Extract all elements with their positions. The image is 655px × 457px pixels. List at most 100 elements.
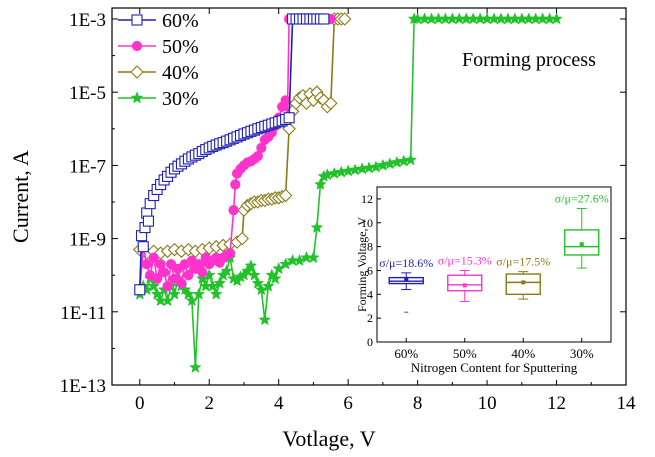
data-point (261, 279, 275, 292)
data-point (137, 241, 149, 253)
x-tick-label: 14 (617, 393, 637, 414)
box-60pct: σ/μ=18.6% (379, 256, 433, 313)
inset-plot: 0 2 4 6 8 10 12 60% 50% 40% 30%Nitrogen Content fo… (355, 184, 617, 380)
data-point (148, 252, 159, 263)
data-point (158, 267, 170, 278)
data-point (318, 13, 330, 25)
data-point (183, 270, 194, 281)
x-tick-label: 12 (547, 393, 566, 414)
data-point (176, 278, 187, 289)
inset-x-tick-label: 60% (394, 346, 418, 361)
legend-marker (130, 65, 144, 79)
box-cv-annotation: σ/μ=18.6% (379, 256, 433, 270)
data-point (220, 264, 233, 277)
inset-y-tick-label: 10 (361, 216, 373, 230)
series-60pct (134, 13, 330, 296)
legend: 60% 50% 40% 30% (118, 10, 199, 110)
box-mean (521, 280, 526, 285)
box-30pct: σ/μ=27.6% (555, 191, 609, 269)
y-tick-label: 1E-5 (69, 83, 106, 104)
data-point (213, 276, 227, 289)
data-point (337, 12, 352, 26)
x-tick-label: 4 (274, 393, 284, 414)
inset-y-tick-label: 2 (367, 311, 373, 325)
y-tick-label: 1E-3 (69, 10, 106, 31)
y-tick-label: 1E-7 (69, 156, 106, 177)
box-cv-annotation: σ/μ=15.3% (438, 253, 492, 267)
data-point (235, 231, 250, 246)
data-point (268, 272, 282, 285)
box-body (564, 229, 600, 256)
data-point (152, 273, 163, 284)
legend-label: 30% (162, 88, 199, 110)
main-plot: 0 2 4 6 8 10 12 14 1E-13 1E-11 1E-9 1E-7 1E-5 1E-3 Vot… (8, 7, 637, 451)
data-point (307, 251, 320, 264)
data-point (224, 248, 236, 259)
plot-frame (111, 7, 627, 386)
x-tick-label: 6 (343, 393, 353, 414)
forming-process-annotation: Forming process (462, 49, 596, 71)
data-point (162, 281, 173, 292)
x-tick-label: 10 (478, 393, 497, 414)
data-point (169, 273, 180, 284)
data-point (550, 12, 563, 25)
box-mean (462, 283, 467, 288)
legend-label: 40% (162, 62, 199, 84)
data-point (230, 179, 241, 190)
x-tick-label: 0 (135, 393, 145, 414)
data-point (258, 313, 272, 326)
data-point (147, 279, 161, 292)
inset-y-axis-label: Forming Voltage, V (355, 217, 369, 312)
box-cv-annotation: σ/μ=27.6% (555, 191, 609, 205)
data-point (404, 153, 418, 166)
box-body (447, 274, 483, 292)
legend-label: 60% (162, 10, 199, 32)
box-mean (404, 277, 409, 282)
inset-y-tick-label: 6 (367, 263, 373, 277)
data-point (142, 215, 155, 227)
x-tick-label: 2 (204, 393, 214, 414)
data-point (165, 259, 177, 270)
box-40pct: σ/μ=17.5% (496, 255, 550, 300)
data-point (141, 259, 152, 270)
data-point (197, 267, 208, 278)
data-point (188, 360, 202, 373)
inset-y-tick-label: 0 (367, 335, 373, 349)
inset-frame (376, 186, 612, 343)
data-point (192, 287, 206, 300)
y-tick-label: 1E-13 (60, 376, 106, 397)
data-point (310, 220, 324, 233)
legend-marker (131, 40, 143, 52)
x-axis-label: Votlage, V (282, 426, 375, 451)
inset-x-axis-label: Nitrogen Content for Sputtering (411, 360, 578, 375)
y-tick-label: 1E-11 (60, 303, 106, 324)
data-point (314, 177, 327, 190)
inset-x-tick-label: 30% (570, 346, 594, 361)
inset-x-tick-label: 40% (511, 346, 535, 361)
data-point (283, 112, 295, 124)
data-point (168, 287, 181, 300)
data-point (248, 268, 261, 281)
data-point (228, 205, 239, 216)
data-point (134, 284, 146, 296)
data-point (209, 287, 223, 300)
data-point (278, 188, 293, 203)
legend-marker (131, 14, 143, 26)
inset-y-tick-label: 12 (361, 192, 373, 206)
box-cv-annotation: σ/μ=17.5% (496, 255, 550, 269)
inset-y-tick-label: 8 (367, 240, 373, 254)
data-point (324, 96, 338, 110)
legend-label: 50% (162, 36, 199, 58)
x-tick-label: 8 (413, 393, 423, 414)
data-point (251, 276, 265, 289)
data-point (172, 263, 184, 274)
inset-y-tick-label: 4 (367, 287, 373, 301)
legend-marker (130, 91, 144, 104)
inset-x-tick-label: 50% (453, 346, 477, 361)
y-axis-label: Current, A (8, 150, 33, 243)
box-50pct: σ/μ=15.3% (438, 253, 492, 302)
box-mean (579, 242, 584, 247)
data-point (244, 259, 258, 272)
y-tick-label: 1E-9 (69, 230, 106, 251)
